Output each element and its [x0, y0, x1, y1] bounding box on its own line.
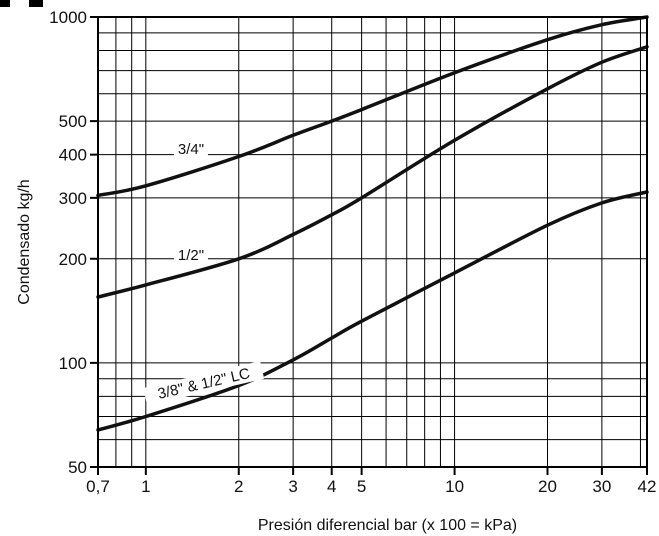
y-axis-ticks: 50 100 200 300 400 500 1000	[49, 8, 98, 477]
x-tick-label: 4	[327, 477, 336, 496]
x-axis-label: Presión diferencial bar (x 100 = kPa)	[258, 517, 517, 534]
curve-label-halo	[173, 139, 208, 158]
series-line-2	[96, 45, 649, 299]
curve-label-halo	[173, 245, 208, 264]
decorative-glyph	[0, 0, 43, 7]
x-tick-label: 1	[141, 477, 150, 496]
y-axis-label: Condensado kg/h	[16, 179, 33, 304]
y-tick-label: 100	[59, 354, 87, 373]
x-tick-label: 3	[288, 477, 297, 496]
curve-label-2: 1/2"	[173, 245, 208, 264]
curve-label-halo	[143, 361, 265, 406]
curve-label-text: 1/2"	[178, 247, 204, 264]
curve-label-text: 3/4"	[178, 141, 204, 158]
x-tick-label: 20	[538, 477, 557, 496]
x-tick-label: 0,7	[86, 477, 110, 496]
x-tick-label: 10	[445, 477, 464, 496]
curve-label-1: 3/4"	[173, 139, 208, 158]
x-axis-ticks: 0,7 1 2 3 4 5 10 20 30 42	[86, 467, 656, 496]
y-tick-label: 300	[59, 189, 87, 208]
x-tick-label: 5	[357, 477, 366, 496]
x-tick-label: 42	[638, 477, 657, 496]
x-tick-label: 2	[234, 477, 243, 496]
y-tick-label: 1000	[49, 8, 87, 27]
series-line-3	[96, 190, 649, 432]
series-line-1	[96, 15, 649, 198]
y-tick-label: 50	[68, 458, 87, 477]
x-tick-label: 30	[592, 477, 611, 496]
plot-frame	[97, 16, 648, 468]
y-tick-label: 200	[59, 250, 87, 269]
curves	[96, 15, 649, 432]
y-tick-label: 400	[59, 146, 87, 165]
y-tick-label: 500	[59, 112, 87, 131]
